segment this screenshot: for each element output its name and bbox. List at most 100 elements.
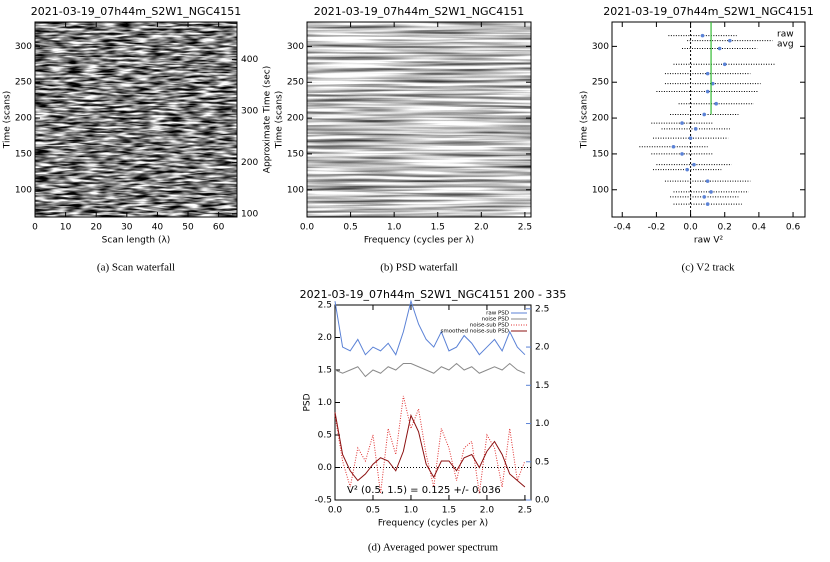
x-tick-label: 2.5 bbox=[518, 506, 532, 516]
x-tick-label: 1.0 bbox=[387, 223, 402, 233]
x-tick-label: 0.0 bbox=[683, 223, 698, 233]
x-tick-label: 50 bbox=[182, 223, 194, 233]
point bbox=[680, 152, 684, 156]
point bbox=[705, 89, 710, 94]
point bbox=[692, 162, 696, 167]
annotation: V² (0.5, 1.5) = 0.125 +/- 0.036 bbox=[347, 485, 501, 496]
y-tick-label: 150 bbox=[592, 149, 609, 159]
legend-label: noise PSD bbox=[482, 317, 509, 323]
point bbox=[702, 112, 707, 117]
x-axis-label: Frequency (cycles per λ) bbox=[364, 236, 474, 246]
y-tick-label: 1.0 bbox=[318, 398, 333, 408]
x-tick-label: -0.4 bbox=[613, 223, 631, 233]
y-tick-label: 0.5 bbox=[318, 431, 332, 441]
point bbox=[714, 101, 718, 106]
y-tick-label: 100 bbox=[287, 185, 304, 195]
point bbox=[709, 190, 713, 194]
x-tick-label: 30 bbox=[121, 223, 133, 233]
legend-label: avg bbox=[777, 40, 794, 50]
x-tick-label: 0.2 bbox=[718, 223, 732, 233]
chart-title: 2021-03-19_07h44m_S2W1_NGC4151 200 - 335 bbox=[300, 288, 567, 301]
x-tick-label: 10 bbox=[60, 223, 72, 233]
heatmap-texture bbox=[307, 22, 531, 217]
y-tick-label: 0.0 bbox=[318, 463, 333, 473]
x-tick-label: 0.6 bbox=[786, 223, 801, 233]
y-tick-label: 200 bbox=[592, 114, 609, 124]
y-axis-label: Time (scans) bbox=[580, 91, 590, 149]
y-axis-label: PSD bbox=[303, 393, 313, 411]
y-tick-label: 1.5 bbox=[318, 366, 332, 376]
point bbox=[685, 167, 689, 172]
y-tick-label: 200 bbox=[287, 114, 304, 124]
point bbox=[705, 202, 710, 206]
plot-frame bbox=[306, 21, 532, 218]
x-tick-label: 0.4 bbox=[752, 223, 767, 233]
x-tick-label: 0.0 bbox=[328, 506, 343, 516]
point bbox=[705, 71, 710, 76]
point bbox=[717, 46, 722, 51]
x-tick-label: 0.0 bbox=[300, 223, 315, 233]
x-tick-label: 2.0 bbox=[480, 506, 495, 516]
x-tick-label: 1.5 bbox=[442, 506, 456, 516]
y-tick-label: 150 bbox=[287, 149, 304, 159]
legend-label: raw PSD bbox=[486, 311, 509, 317]
y-tick-label: 100 bbox=[592, 185, 609, 195]
y-tick-label: 150 bbox=[15, 149, 32, 159]
y2-tick-label: 100 bbox=[241, 209, 258, 219]
y2-tick-label: 0.5 bbox=[535, 457, 549, 467]
x-axis-label: Scan length (λ) bbox=[102, 236, 171, 246]
chart-title: 2021-03-19_07h44m_S2W1_NGC4151 bbox=[603, 5, 813, 18]
point bbox=[700, 33, 705, 38]
y-tick-label: 300 bbox=[15, 42, 32, 52]
y-tick-label: 250 bbox=[592, 78, 609, 88]
caption: (d) Averaged power spectrum bbox=[368, 542, 499, 554]
y-tick-label: 2.0 bbox=[318, 333, 333, 343]
y-tick-label: 300 bbox=[592, 42, 609, 52]
point bbox=[671, 144, 676, 149]
y-axis-label: Time (scans) bbox=[275, 91, 285, 149]
legend-label: noise-sub PSD bbox=[470, 323, 509, 329]
legend-label: raw bbox=[777, 30, 794, 40]
y-axis-label: Time (scans) bbox=[3, 91, 13, 149]
x-tick-label: 1.5 bbox=[431, 223, 445, 233]
y2-tick-label: 2.0 bbox=[535, 343, 550, 353]
y-tick-label: 200 bbox=[15, 114, 32, 124]
y-tick-label: 250 bbox=[15, 78, 32, 88]
chart-title: 2021-03-19_07h44m_S2W1_NGC4151 bbox=[31, 5, 241, 18]
y-tick-label: -0.5 bbox=[314, 496, 332, 506]
y-tick-label: 300 bbox=[287, 42, 304, 52]
y-tick-label: 100 bbox=[15, 185, 32, 195]
y2-tick-label: 0.0 bbox=[535, 496, 550, 506]
x-axis-label: raw V² bbox=[694, 236, 724, 246]
x-tick-label: -0.2 bbox=[648, 223, 666, 233]
x-axis-label: Frequency (cycles per λ) bbox=[378, 519, 488, 529]
y-tick-label: 2.5 bbox=[318, 301, 332, 311]
x-tick-label: 2.0 bbox=[474, 223, 489, 233]
x-tick-label: 0.5 bbox=[343, 223, 357, 233]
x-tick-label: 20 bbox=[90, 223, 102, 233]
y2-tick-label: 2.5 bbox=[535, 304, 549, 314]
x-tick-label: 0.5 bbox=[366, 506, 380, 516]
point bbox=[710, 81, 715, 86]
point bbox=[693, 127, 698, 131]
x-tick-label: 0 bbox=[32, 223, 38, 233]
point bbox=[728, 38, 732, 43]
point bbox=[702, 195, 707, 199]
y-tick-label: 250 bbox=[287, 78, 304, 88]
y2-tick-label: 400 bbox=[241, 55, 258, 65]
caption: (a) Scan waterfall bbox=[97, 262, 175, 274]
caption: (b) PSD waterfall bbox=[380, 262, 458, 274]
y2-tick-label: 200 bbox=[241, 158, 258, 168]
y2-axis-label: Approximate Time (sec) bbox=[263, 66, 273, 173]
plot-frame bbox=[611, 21, 806, 218]
series-line bbox=[334, 299, 526, 356]
chart-title: 2021-03-19_07h44m_S2W1_NGC4151 bbox=[314, 5, 524, 18]
point bbox=[705, 179, 710, 183]
caption: (c) V2 track bbox=[682, 262, 735, 274]
point bbox=[688, 136, 693, 140]
plot-frame bbox=[34, 21, 238, 218]
x-tick-label: 2.5 bbox=[518, 223, 532, 233]
point bbox=[722, 62, 727, 67]
x-tick-label: 60 bbox=[213, 223, 225, 233]
